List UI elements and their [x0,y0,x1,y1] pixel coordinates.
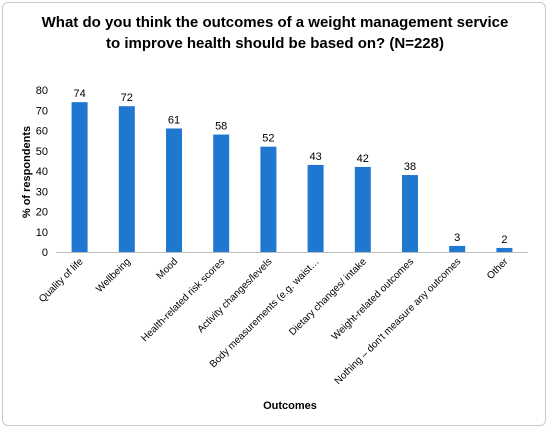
y-tick-label: 20 [36,207,48,219]
x-axis-label: Outcomes [263,400,317,412]
bar [213,134,230,252]
bar [260,146,277,252]
x-tick-label: Wellbeing [94,256,133,295]
data-label: 74 [73,88,85,100]
bar [166,128,182,252]
x-tick-label: Health-related risk scores [139,256,227,344]
data-label: 61 [168,114,180,126]
bar [496,247,513,252]
bar [71,102,88,253]
y-tick-label: 50 [36,146,48,158]
data-label: 72 [121,92,133,104]
y-tick-label: 40 [36,166,48,178]
x-tick-label: Mood [155,256,180,281]
data-label: 38 [404,161,416,173]
bar [118,106,135,252]
chart-title: What do you think the outcomes of a weig… [41,14,509,52]
bar [307,164,324,252]
data-label: 2 [501,234,507,246]
bar [449,245,466,252]
x-tick-label: Other [485,256,511,282]
x-tick-label: Weight-related outcomes [330,256,416,342]
bar [354,166,371,252]
x-tick-label: Quality of life [37,256,86,305]
y-tick-label: 70 [36,105,48,117]
chart-bars [71,102,513,253]
data-label: 58 [215,121,227,133]
y-axis-label: % of respondents [21,126,33,218]
y-tick-label: 0 [42,247,48,259]
y-tick-label: 60 [36,126,48,138]
y-tick-label: 80 [36,85,48,97]
data-label: 52 [262,133,274,145]
data-label: 3 [454,232,460,244]
data-label: 42 [357,153,369,165]
bar [402,175,418,252]
y-tick-label: 30 [36,186,48,198]
data-label: 43 [309,151,321,163]
y-tick-label: 10 [36,227,48,239]
chart-axes: 0 10 20 30 40 50 60 70 80 [36,85,528,259]
x-tick-label: Dietary changes/ intake [287,256,369,338]
